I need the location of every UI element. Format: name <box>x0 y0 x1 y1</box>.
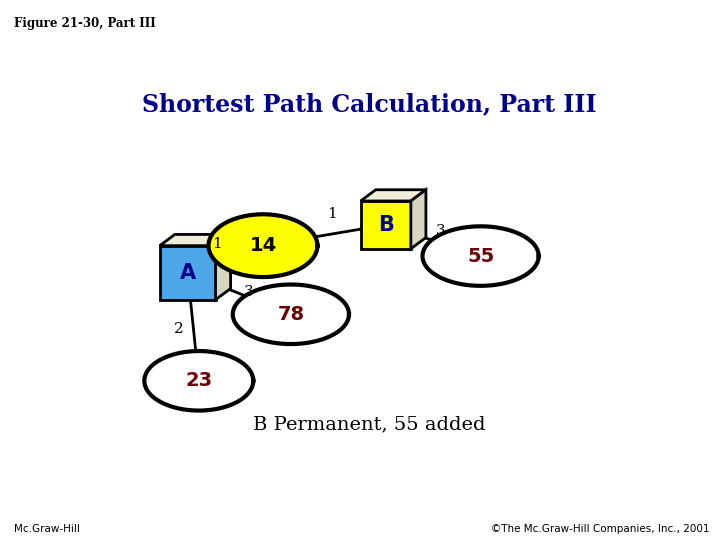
Text: B: B <box>378 215 394 235</box>
Text: Shortest Path Calculation, Part III: Shortest Path Calculation, Part III <box>142 92 596 116</box>
Polygon shape <box>160 234 230 246</box>
Polygon shape <box>423 226 539 286</box>
Polygon shape <box>160 246 215 300</box>
Text: Mc.Graw-Hill: Mc.Graw-Hill <box>14 523 80 534</box>
Text: 3: 3 <box>244 285 254 299</box>
Polygon shape <box>411 190 426 249</box>
Polygon shape <box>209 214 318 277</box>
Text: 14: 14 <box>249 236 276 255</box>
Polygon shape <box>215 234 230 300</box>
Polygon shape <box>361 190 426 201</box>
Polygon shape <box>361 201 411 249</box>
Text: Figure 21-30, Part III: Figure 21-30, Part III <box>14 17 156 30</box>
Text: 23: 23 <box>185 372 212 390</box>
Text: 3: 3 <box>436 224 445 238</box>
Polygon shape <box>144 351 253 410</box>
Text: A: A <box>179 262 196 283</box>
Text: 1: 1 <box>327 207 336 221</box>
Text: 55: 55 <box>467 247 494 266</box>
Text: 78: 78 <box>277 305 305 324</box>
Text: B Permanent, 55 added: B Permanent, 55 added <box>253 415 485 434</box>
Polygon shape <box>233 285 349 344</box>
Text: 1: 1 <box>212 237 222 251</box>
Text: ©The Mc.Graw-Hill Companies, Inc., 2001: ©The Mc.Graw-Hill Companies, Inc., 2001 <box>491 523 709 534</box>
Text: 2: 2 <box>174 322 184 336</box>
